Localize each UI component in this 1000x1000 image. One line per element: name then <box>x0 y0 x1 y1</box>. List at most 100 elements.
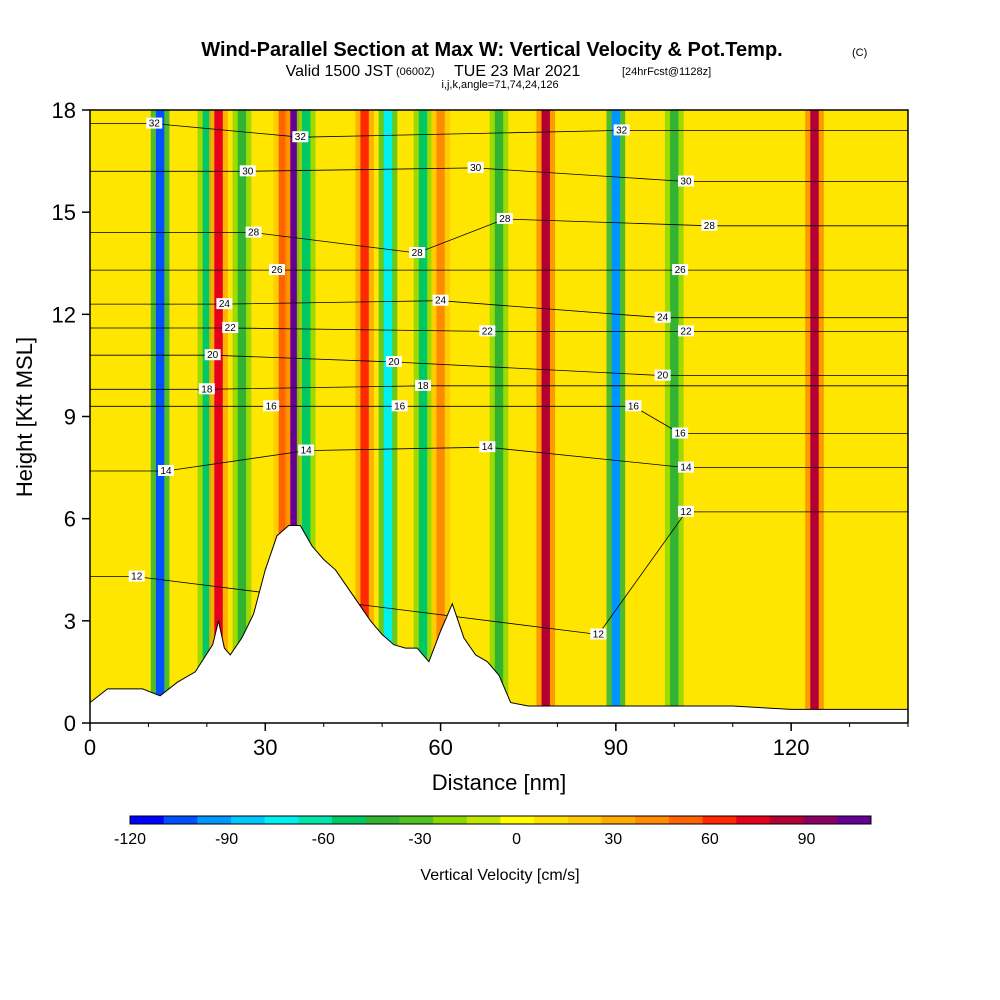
colorbar-swatch <box>163 816 198 824</box>
theta-contour-label: 28 <box>412 248 424 259</box>
theta-contour-label-bg <box>198 383 215 395</box>
theta-contour-label-bg <box>298 444 315 456</box>
y-tick-label: 3 <box>64 609 76 634</box>
velocity-band-core <box>436 110 445 723</box>
theta-contour-label: 26 <box>271 265 283 276</box>
colorbar-tick-label: -120 <box>114 831 146 848</box>
colorbar-swatch <box>500 816 535 824</box>
colorbar-swatch <box>231 816 266 824</box>
theta-contour-label: 30 <box>680 177 692 188</box>
theta-contour-label-bg <box>204 349 221 361</box>
theta-contour-label: 16 <box>394 401 406 412</box>
theta-contour-label: 16 <box>628 401 640 412</box>
y-tick-label: 18 <box>52 98 76 123</box>
theta-contour-label-bg <box>128 570 145 582</box>
theta-contour-label-bg <box>625 400 642 412</box>
colorbar-tick-label: -60 <box>312 831 335 848</box>
theta-contour-label-bg <box>677 325 694 337</box>
theta-contour-label-bg <box>415 379 432 391</box>
plot-area: 12 12 12 14 14 14 14 16 16 16 16 18 18 20 20 20 22 22 22 24… <box>90 110 908 723</box>
colorbar-tick-label: 0 <box>512 831 521 848</box>
colorbar-tick-label: 30 <box>604 831 622 848</box>
theta-contour-label: 18 <box>201 384 213 395</box>
theta-contour-label: 28 <box>248 228 260 239</box>
theta-contour-label-bg <box>157 464 174 476</box>
colorbar-swatch <box>567 816 603 824</box>
colorbar-swatch <box>837 816 872 824</box>
theta-contour-label-bg <box>479 325 496 337</box>
colorbar-tick-label: -90 <box>215 831 238 848</box>
y-axis: 0 3 6 9 12 15 18 <box>52 98 90 736</box>
theta-contour-label: 22 <box>225 323 237 334</box>
theta-contour-label: 28 <box>499 214 511 225</box>
velocity-band-core <box>670 110 679 723</box>
y-tick-label: 0 <box>64 711 76 736</box>
theta-contour-label: 22 <box>482 326 494 337</box>
theta-contour-label-bg <box>385 356 402 368</box>
colorbar-title: Vertical Velocity [cm/s] <box>420 867 579 884</box>
velocity-band-core <box>611 110 621 723</box>
colorbar-tick-label: 90 <box>798 831 816 848</box>
theta-contour-label-bg <box>391 400 408 412</box>
x-tick-label: 120 <box>773 735 810 760</box>
valid-forecast: [24hrFcst@1128z] <box>622 66 711 78</box>
colorbar-swatch <box>635 816 670 824</box>
colorbar-swatch <box>736 816 771 824</box>
theta-contour-label: 16 <box>675 429 687 440</box>
theta-contour-label: 14 <box>160 466 172 477</box>
theta-contour-label: 14 <box>301 446 313 457</box>
theta-contour-label-bg <box>146 117 163 129</box>
theta-contour-label-bg <box>222 321 239 333</box>
colorbar-swatch <box>298 816 333 824</box>
theta-contour-label-bg <box>672 264 689 276</box>
terrain-mask <box>90 525 908 723</box>
velocity-band-core <box>290 110 299 723</box>
theta-contour-label-bg <box>496 212 513 224</box>
theta-contour-label: 16 <box>266 401 278 412</box>
theta-contour-label: 24 <box>219 299 231 310</box>
theta-contour-line <box>90 446 908 472</box>
velocity-band-core <box>541 110 550 723</box>
theta-contour-label: 12 <box>593 629 605 640</box>
colorbar-swatch <box>130 816 165 824</box>
theta-contour-label: 30 <box>470 163 482 174</box>
theta-contour-label-bg <box>239 165 256 177</box>
y-tick-label: 9 <box>64 405 76 430</box>
colorbar-tick-label: 60 <box>701 831 719 848</box>
colorbar-swatch <box>769 816 805 824</box>
theta-contour-label-bg <box>701 219 718 231</box>
valid-prefix: Valid 1500 JST <box>286 63 394 80</box>
theta-contour-label: 20 <box>388 357 400 368</box>
theta-contour-line <box>90 218 908 254</box>
theta-contour-label: 28 <box>704 221 716 232</box>
theta-contour-label-bg <box>654 311 671 323</box>
y-axis-title: Height [Kft MSL] <box>12 337 37 497</box>
colorbar-swatch <box>668 816 704 824</box>
theta-contour-label: 14 <box>482 442 494 453</box>
theta-contour-label-bg <box>245 226 262 238</box>
theta-contour-label-bg <box>467 161 484 173</box>
theta-contour-label-bg <box>268 264 285 276</box>
theta-contour-label: 24 <box>435 296 447 307</box>
colorbar-swatch <box>601 816 636 824</box>
theta-contour-label-bg <box>216 298 233 310</box>
theta-contours <box>90 123 908 635</box>
x-tick-label: 60 <box>428 735 452 760</box>
velocity-band-core <box>278 110 288 723</box>
theta-contour-label-bg <box>654 369 671 381</box>
theta-contour-label-bg <box>677 505 694 517</box>
colorbar-swatch <box>702 816 737 824</box>
y-tick-label: 12 <box>52 302 76 327</box>
colorbar-swatch <box>197 816 232 824</box>
theta-contour-label-bg <box>672 427 689 439</box>
valid-zulu: (0600Z) <box>396 66 435 78</box>
colorbar-swatch <box>466 816 501 824</box>
chart-title-suffix: (C) <box>852 47 867 59</box>
theta-contour-label-bg <box>263 400 280 412</box>
theta-contour-label: 32 <box>149 119 161 130</box>
velocity-band-core <box>301 110 311 723</box>
theta-contour-label: 26 <box>675 265 687 276</box>
theta-contour-label: 14 <box>680 463 692 474</box>
theta-contour-label: 32 <box>616 125 628 136</box>
